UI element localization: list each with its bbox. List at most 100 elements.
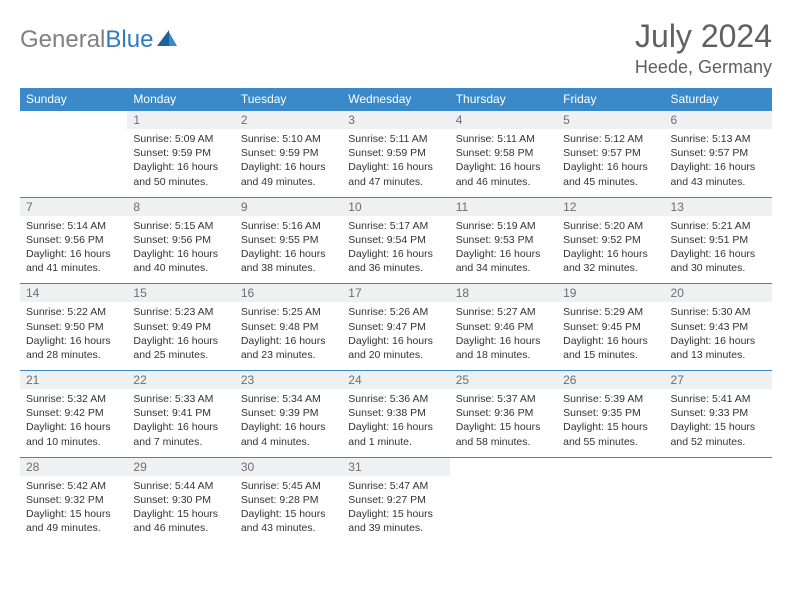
sunrise-text: Sunrise: 5:19 AM (456, 219, 551, 233)
daylight-text: Daylight: 16 hours and 18 minutes. (456, 334, 551, 362)
day-number: 7 (20, 197, 127, 216)
day-number: 5 (557, 111, 664, 130)
sunset-text: Sunset: 9:57 PM (563, 146, 658, 160)
day-cell (20, 129, 127, 197)
day-cell (665, 476, 772, 544)
sunset-text: Sunset: 9:32 PM (26, 493, 121, 507)
daylight-text: Daylight: 16 hours and 20 minutes. (348, 334, 443, 362)
sunrise-text: Sunrise: 5:45 AM (241, 479, 336, 493)
day-number: 17 (342, 284, 449, 303)
sunrise-text: Sunrise: 5:39 AM (563, 392, 658, 406)
sunrise-text: Sunrise: 5:34 AM (241, 392, 336, 406)
daylight-text: Daylight: 15 hours and 52 minutes. (671, 420, 766, 448)
day-number: 1 (127, 111, 234, 130)
day-number: 22 (127, 371, 234, 390)
day-number (450, 457, 557, 476)
sunrise-text: Sunrise: 5:26 AM (348, 305, 443, 319)
content-row: Sunrise: 5:22 AMSunset: 9:50 PMDaylight:… (20, 302, 772, 370)
day-cell: Sunrise: 5:25 AMSunset: 9:48 PMDaylight:… (235, 302, 342, 370)
day-cell: Sunrise: 5:37 AMSunset: 9:36 PMDaylight:… (450, 389, 557, 457)
sunset-text: Sunset: 9:55 PM (241, 233, 336, 247)
daynum-row: 21222324252627 (20, 371, 772, 390)
daylight-text: Daylight: 16 hours and 28 minutes. (26, 334, 121, 362)
daylight-text: Daylight: 15 hours and 39 minutes. (348, 507, 443, 535)
day-cell: Sunrise: 5:09 AMSunset: 9:59 PMDaylight:… (127, 129, 234, 197)
day-number: 23 (235, 371, 342, 390)
day-number: 25 (450, 371, 557, 390)
sunrise-text: Sunrise: 5:15 AM (133, 219, 228, 233)
daylight-text: Daylight: 16 hours and 23 minutes. (241, 334, 336, 362)
dow-monday: Monday (127, 88, 234, 111)
daynum-row: 78910111213 (20, 197, 772, 216)
daylight-text: Daylight: 16 hours and 25 minutes. (133, 334, 228, 362)
day-number: 16 (235, 284, 342, 303)
day-cell: Sunrise: 5:14 AMSunset: 9:56 PMDaylight:… (20, 216, 127, 284)
calendar-table: Sunday Monday Tuesday Wednesday Thursday… (20, 88, 772, 543)
day-number (20, 111, 127, 130)
day-cell: Sunrise: 5:11 AMSunset: 9:58 PMDaylight:… (450, 129, 557, 197)
day-number: 21 (20, 371, 127, 390)
day-number: 19 (557, 284, 664, 303)
sunrise-text: Sunrise: 5:09 AM (133, 132, 228, 146)
day-cell: Sunrise: 5:17 AMSunset: 9:54 PMDaylight:… (342, 216, 449, 284)
day-number: 9 (235, 197, 342, 216)
day-number: 2 (235, 111, 342, 130)
sunrise-text: Sunrise: 5:29 AM (563, 305, 658, 319)
sunrise-text: Sunrise: 5:16 AM (241, 219, 336, 233)
daylight-text: Daylight: 16 hours and 50 minutes. (133, 160, 228, 188)
sunset-text: Sunset: 9:43 PM (671, 320, 766, 334)
sunrise-text: Sunrise: 5:10 AM (241, 132, 336, 146)
brand-part2: Blue (105, 26, 153, 53)
day-cell: Sunrise: 5:12 AMSunset: 9:57 PMDaylight:… (557, 129, 664, 197)
day-number: 29 (127, 457, 234, 476)
calendar-page: GeneralBlue July 2024 Heede, Germany Sun… (0, 0, 792, 553)
day-number (557, 457, 664, 476)
day-cell: Sunrise: 5:26 AMSunset: 9:47 PMDaylight:… (342, 302, 449, 370)
daylight-text: Daylight: 16 hours and 43 minutes. (671, 160, 766, 188)
daynum-row: 14151617181920 (20, 284, 772, 303)
day-cell: Sunrise: 5:42 AMSunset: 9:32 PMDaylight:… (20, 476, 127, 544)
day-cell (450, 476, 557, 544)
day-cell: Sunrise: 5:16 AMSunset: 9:55 PMDaylight:… (235, 216, 342, 284)
day-cell: Sunrise: 5:45 AMSunset: 9:28 PMDaylight:… (235, 476, 342, 544)
sunset-text: Sunset: 9:49 PM (133, 320, 228, 334)
day-cell: Sunrise: 5:11 AMSunset: 9:59 PMDaylight:… (342, 129, 449, 197)
day-cell: Sunrise: 5:39 AMSunset: 9:35 PMDaylight:… (557, 389, 664, 457)
daynum-row: 123456 (20, 111, 772, 130)
daylight-text: Daylight: 16 hours and 45 minutes. (563, 160, 658, 188)
sunset-text: Sunset: 9:41 PM (133, 406, 228, 420)
day-cell: Sunrise: 5:10 AMSunset: 9:59 PMDaylight:… (235, 129, 342, 197)
brand-logo: GeneralBlue (20, 18, 179, 54)
day-cell: Sunrise: 5:44 AMSunset: 9:30 PMDaylight:… (127, 476, 234, 544)
sunset-text: Sunset: 9:48 PM (241, 320, 336, 334)
day-cell: Sunrise: 5:13 AMSunset: 9:57 PMDaylight:… (665, 129, 772, 197)
sunrise-text: Sunrise: 5:47 AM (348, 479, 443, 493)
sunset-text: Sunset: 9:58 PM (456, 146, 551, 160)
sunrise-text: Sunrise: 5:37 AM (456, 392, 551, 406)
daylight-text: Daylight: 16 hours and 41 minutes. (26, 247, 121, 275)
dow-wednesday: Wednesday (342, 88, 449, 111)
day-number: 28 (20, 457, 127, 476)
daylight-text: Daylight: 16 hours and 47 minutes. (348, 160, 443, 188)
brand-part1: General (20, 26, 105, 53)
day-number: 13 (665, 197, 772, 216)
day-number (665, 457, 772, 476)
day-cell: Sunrise: 5:30 AMSunset: 9:43 PMDaylight:… (665, 302, 772, 370)
dow-tuesday: Tuesday (235, 88, 342, 111)
sunset-text: Sunset: 9:56 PM (133, 233, 228, 247)
daylight-text: Daylight: 15 hours and 58 minutes. (456, 420, 551, 448)
sunrise-text: Sunrise: 5:23 AM (133, 305, 228, 319)
day-number: 24 (342, 371, 449, 390)
day-cell: Sunrise: 5:41 AMSunset: 9:33 PMDaylight:… (665, 389, 772, 457)
dow-sunday: Sunday (20, 88, 127, 111)
sunset-text: Sunset: 9:38 PM (348, 406, 443, 420)
day-cell: Sunrise: 5:47 AMSunset: 9:27 PMDaylight:… (342, 476, 449, 544)
sunrise-text: Sunrise: 5:11 AM (456, 132, 551, 146)
day-number: 14 (20, 284, 127, 303)
day-cell: Sunrise: 5:36 AMSunset: 9:38 PMDaylight:… (342, 389, 449, 457)
day-number: 10 (342, 197, 449, 216)
dow-thursday: Thursday (450, 88, 557, 111)
day-cell: Sunrise: 5:34 AMSunset: 9:39 PMDaylight:… (235, 389, 342, 457)
sunset-text: Sunset: 9:59 PM (348, 146, 443, 160)
daylight-text: Daylight: 16 hours and 40 minutes. (133, 247, 228, 275)
